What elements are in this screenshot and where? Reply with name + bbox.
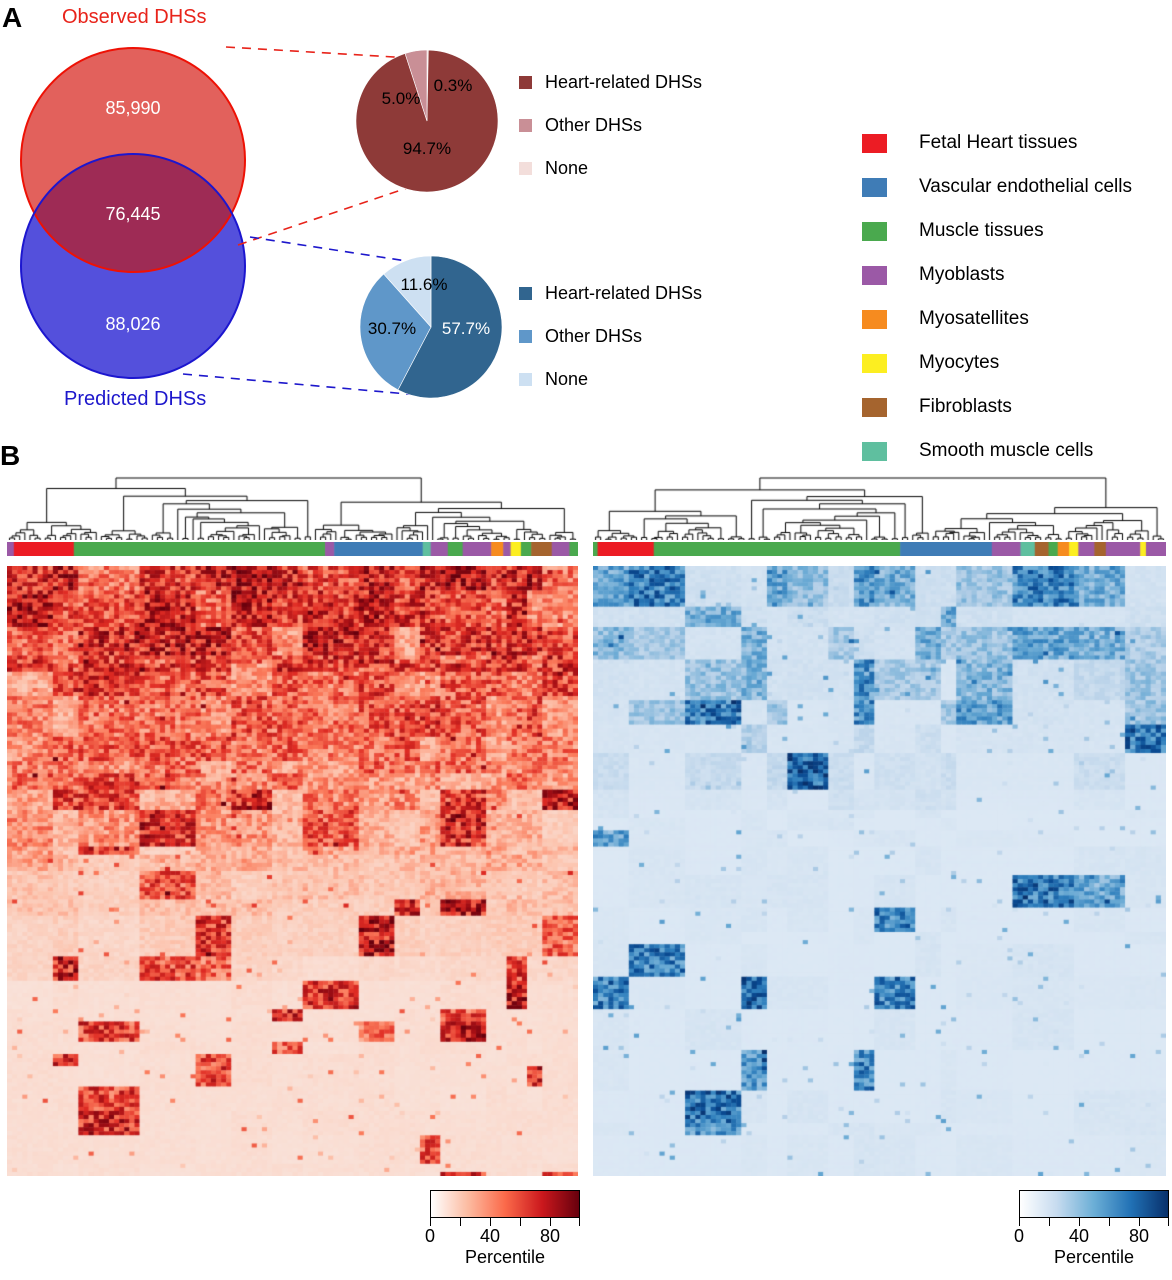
observed-colorbar-gradient [430,1190,580,1218]
heart-dhs-swatch [519,76,532,89]
legend-item: Smooth muscle cells [862,440,1132,462]
legend-label: Myocytes [919,352,1000,373]
connector-observed-bottom [237,185,414,246]
legend-label: Other DHSs [545,115,643,135]
predicted-pie [359,255,503,399]
predicted-colorbar-ticks [1019,1218,1169,1226]
observed-pie-slice [404,49,428,122]
legend-label: None [545,158,589,178]
legend-item: Fibroblasts [862,396,1132,418]
venn-overlap-region [21,154,245,272]
observed-colorbar: 0 40 80 Percentile [425,1190,580,1268]
predicted-colorbar-gradient [1019,1190,1169,1218]
observed-pie [355,49,499,193]
legend-item: None [519,158,702,179]
legend-item: Vascular endothelial cells [862,176,1132,198]
observed-colorbar-label: Percentile [464,1247,546,1267]
connector-predicted-top [249,236,427,265]
predicted-unique-count: 88,026 [105,314,160,334]
panel-a-label: A [2,2,23,33]
observed-dhs-title: Observed DHSs [62,6,207,28]
legend-item: Heart-related DHSs [519,283,702,304]
other-dhs-swatch [519,330,532,343]
legend-label: Fibroblasts [919,396,1012,417]
legend-label: Muscle tissues [919,220,1044,241]
tick-label: 40 [1068,1226,1090,1246]
legend-label: Heart-related DHSs [545,72,703,92]
legend-label: Fetal Heart tissues [919,132,1078,153]
observed-colorbar-numbers: 0 40 80 [425,1226,580,1246]
none-dhs-swatch [519,373,532,386]
observed-unique-count: 85,990 [105,98,160,118]
legend-label: Vascular endothelial cells [919,176,1132,197]
panel-a-graphics: 85,990 76,445 88,026 0.3% 5.0% 94.7% 11.… [20,46,503,399]
myosatellites-swatch [862,309,887,329]
predicted-colorbar: 0 40 80 Percentile [1014,1190,1169,1268]
legend-item: Fetal Heart tissues [862,132,1132,154]
predicted-annotation-strip [593,542,1166,556]
none-dhs-swatch [519,162,532,175]
legend-item: Myocytes [862,352,1132,374]
observed-pie-other-pct: 5.0% [382,89,421,108]
tick-label: 40 [479,1226,501,1246]
predicted-pie-slice [383,255,432,328]
smooth-muscle-swatch [862,441,887,461]
fetal-heart-swatch [862,133,887,153]
other-dhs-swatch [519,119,532,132]
predicted-dendrogram [593,476,1166,540]
predicted-colorbar-numbers: 0 40 80 [1014,1226,1169,1246]
connector-observed-top [225,46,412,59]
vascular-endothelial-swatch [862,177,887,197]
observed-pie-heart-pct: 94.7% [403,139,451,158]
predicted-pie-other-pct: 30.7% [368,319,416,338]
predicted-pie-heart-pct: 57.7% [442,319,490,338]
legend-item: Other DHSs [519,326,702,347]
predicted-pie-legend: Heart-related DHSs Other DHSs None [519,283,702,390]
legend-label: Other DHSs [545,326,643,346]
legend-label: Myosatellites [919,308,1029,329]
panel-b-label: B [0,440,21,471]
predicted-heatmap [593,566,1166,1176]
observed-annotation-strip [7,542,578,556]
legend-item: Myosatellites [862,308,1132,330]
heart-dhs-swatch [519,287,532,300]
observed-pie-legend: Heart-related DHSs Other DHSs None [519,72,702,179]
legend-item: Muscle tissues [862,220,1132,242]
legend-label: Myoblasts [919,264,1005,285]
predicted-pie-none-pct: 11.6% [401,275,448,294]
legend-item: Heart-related DHSs [519,72,702,93]
legend-label: Smooth muscle cells [919,440,1094,461]
fibroblasts-swatch [862,397,887,417]
legend-label: None [545,369,589,389]
tick-label: 0 [1013,1226,1025,1246]
predicted-dhs-title: Predicted DHSs [64,388,207,410]
observed-dendrogram [7,476,578,540]
tick-label: 80 [539,1226,561,1246]
tick-label: 80 [1128,1226,1150,1246]
predicted-pie-slice [397,255,503,399]
legend-item: None [519,369,702,390]
myoblasts-swatch [862,265,887,285]
predicted-colorbar-label: Percentile [1053,1247,1135,1267]
muscle-tissues-swatch [862,221,887,241]
myocytes-swatch [862,353,887,373]
predicted-heatmap-block [593,476,1166,1176]
overlap-count: 76,445 [105,204,160,224]
legend-label: Heart-related DHSs [545,283,703,303]
legend-item: Other DHSs [519,115,702,136]
cell-type-legend: Fetal Heart tissues Vascular endothelial… [862,132,1132,462]
observed-colorbar-ticks [430,1218,580,1226]
tick-label: 0 [424,1226,436,1246]
venn-observed-outline [20,47,246,273]
observed-pie-none-pct: 0.3% [434,76,473,95]
predicted-pie-slice [359,273,432,391]
legend-item: Myoblasts [862,264,1132,286]
venn-predicted-outline [20,153,246,379]
observed-heatmap [7,566,578,1176]
observed-heatmap-block [7,476,578,1176]
